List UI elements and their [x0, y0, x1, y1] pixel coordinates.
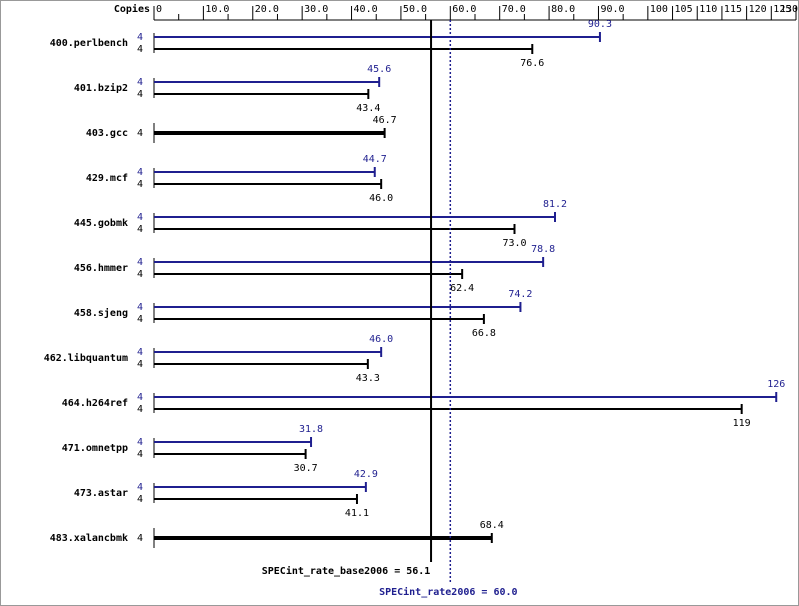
x-tick-label: 40.0	[354, 4, 378, 15]
value-label: 46.7	[373, 115, 397, 126]
value-label: 66.8	[472, 328, 496, 339]
benchmark-name: 401.bzip2	[74, 82, 128, 94]
copies-label: 4	[137, 437, 143, 448]
copies-label: 4	[137, 482, 143, 493]
copies-label: 4	[137, 179, 143, 190]
copies-label: 4	[137, 224, 143, 235]
x-tick-label: 90.0	[600, 4, 624, 15]
x-tick-label: 130	[780, 4, 798, 15]
x-tick-label: 80.0	[551, 4, 575, 15]
copies-header: Copies	[114, 3, 150, 15]
benchmark-name: 464.h264ref	[62, 398, 128, 409]
x-tick-label: 105	[675, 4, 693, 15]
copies-label: 4	[137, 302, 143, 313]
copies-label: 4	[137, 494, 143, 505]
reference-label: SPECint_rate2006 = 60.0	[379, 586, 517, 598]
copies-label: 4	[137, 392, 143, 403]
value-label: 68.4	[480, 520, 504, 531]
copies-label: 4	[137, 269, 143, 280]
value-label: 44.7	[363, 154, 387, 165]
copies-label: 4	[137, 89, 143, 100]
copies-label: 4	[137, 257, 143, 268]
x-tick-label: 115	[724, 4, 742, 15]
copies-label: 4	[137, 347, 143, 358]
value-label: 43.3	[356, 373, 380, 384]
benchmark-name: 403.gcc	[86, 128, 128, 139]
value-label: 126	[767, 379, 785, 390]
value-label: 31.8	[299, 424, 323, 435]
copies-label: 4	[137, 167, 143, 178]
benchmark-name: 445.gobmk	[74, 218, 128, 229]
x-tick-label: 100	[650, 4, 668, 15]
x-tick-label: 50.0	[403, 4, 427, 15]
value-label: 41.1	[345, 508, 369, 519]
value-label: 81.2	[543, 199, 567, 210]
x-tick-label: 120	[749, 4, 767, 15]
value-label: 119	[733, 418, 751, 429]
benchmark-name: 456.hmmer	[74, 263, 128, 274]
value-label: 43.4	[356, 103, 380, 114]
benchmark-name: 458.sjeng	[74, 307, 128, 319]
benchmark-name: 429.mcf	[86, 173, 128, 184]
benchmark-name: 400.perlbench	[50, 38, 128, 49]
benchmark-name: 483.xalancbmk	[50, 533, 128, 544]
copies-label: 4	[137, 533, 143, 544]
value-label: 90.3	[588, 19, 612, 30]
x-tick-label: 125	[773, 4, 791, 15]
value-label: 30.7	[294, 463, 318, 474]
copies-label: 4	[137, 77, 143, 88]
copies-label: 4	[137, 212, 143, 223]
value-label: 74.2	[508, 289, 532, 300]
value-label: 76.6	[520, 58, 544, 69]
value-label: 45.6	[367, 64, 391, 75]
copies-label: 4	[137, 32, 143, 43]
x-tick-label: 60.0	[452, 4, 476, 15]
x-tick-label: 70.0	[502, 4, 526, 15]
copies-label: 4	[137, 44, 143, 55]
copies-label: 4	[137, 404, 143, 415]
copies-label: 4	[137, 449, 143, 460]
x-tick-label: 110	[699, 4, 717, 15]
benchmark-name: 473.astar	[74, 488, 128, 499]
value-label: 78.8	[531, 244, 555, 255]
x-tick-label: 10.0	[205, 4, 229, 15]
copies-label: 4	[137, 359, 143, 370]
benchmark-name: 462.libquantum	[44, 352, 128, 364]
x-tick-label: 0	[156, 4, 162, 15]
value-label: 46.0	[369, 334, 393, 345]
x-tick-label: 30.0	[304, 4, 328, 15]
reference-label: SPECint_rate_base2006 = 56.1	[262, 565, 431, 577]
value-label: 62.4	[450, 283, 474, 294]
value-label: 42.9	[354, 469, 378, 480]
value-label: 46.0	[369, 193, 393, 204]
value-label: 73.0	[502, 238, 526, 249]
copies-label: 4	[137, 314, 143, 325]
copies-label: 4	[137, 128, 143, 139]
x-tick-label: 20.0	[255, 4, 279, 15]
benchmark-name: 471.omnetpp	[62, 443, 128, 454]
